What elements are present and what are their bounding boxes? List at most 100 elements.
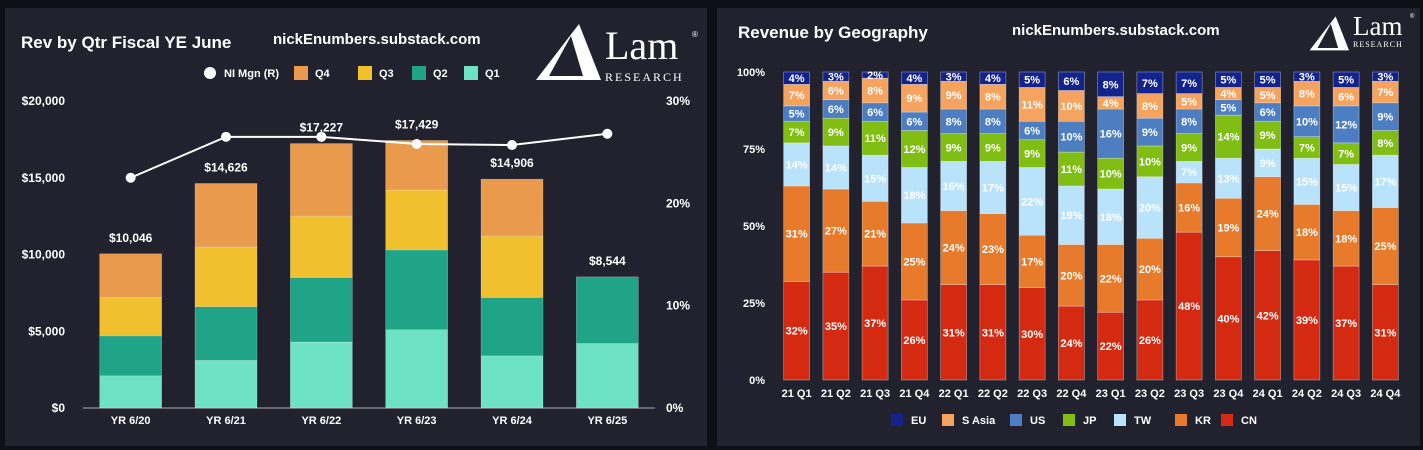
revenue-geography-chart: 0% 25% 50% 75% 100% 32% 31% 14% 7% 5% 7% 4% 21 Q1 35%…: [737, 67, 1401, 427]
data-label: 9%: [828, 127, 844, 139]
site-url-right: nickEnumbers.substack.com: [1012, 22, 1220, 39]
data-label: 5%: [1024, 75, 1040, 87]
x-tick-label: 22 Q1: [939, 388, 969, 400]
bar-segment-cn: [1136, 299, 1164, 381]
y-tick-label: $10,000: [22, 248, 66, 262]
legend-swatch-tw: [1114, 414, 1126, 426]
data-label: 26%: [1139, 335, 1161, 347]
bar-segment-eu: [901, 71, 928, 85]
legend-label: Q3: [379, 68, 394, 80]
legend-label: JP: [1083, 415, 1096, 427]
bar-segment-us: [1058, 120, 1085, 153]
bar-segment-q2: [576, 276, 639, 344]
data-label: 9%: [1260, 158, 1276, 170]
lam-logo-mark-icon: [1309, 16, 1349, 51]
data-label: 14%: [1217, 132, 1239, 144]
data-label: 48%: [1178, 301, 1200, 313]
bar-segment-tw: [1372, 154, 1399, 208]
bar-segment-kr: [822, 188, 850, 273]
data-label: 8%: [1377, 138, 1393, 150]
x-tick-label: 22 Q2: [978, 388, 1008, 400]
data-label: 6%: [828, 85, 844, 97]
data-label: 5%: [789, 109, 805, 121]
chart-title: Rev by Qtr Fiscal YE June: [21, 33, 232, 52]
data-label: 7%: [1181, 167, 1197, 179]
x-tick-label: 22 Q4: [1056, 388, 1087, 400]
data-label: 7%: [1299, 142, 1315, 154]
bar-segment-cn: [822, 271, 850, 381]
revenue-geography-panel: Revenue by Geography nickEnumbers.substa…: [717, 8, 1420, 446]
data-label: 25%: [1374, 241, 1396, 253]
x-tick-label: 22 Q3: [1017, 388, 1047, 400]
bar-segment-tw: [1332, 164, 1360, 211]
data-label: 22%: [1100, 273, 1122, 285]
data-label: 6%: [1260, 107, 1276, 119]
bar-segment-jp: [1136, 145, 1164, 178]
legend-swatch-q1: [464, 66, 478, 80]
bar-segment-cn: [1215, 256, 1242, 381]
data-label: 6%: [1024, 126, 1040, 138]
data-label: 25%: [903, 256, 925, 268]
bar-segment-s-asia: [940, 80, 967, 110]
bar-segment-kr: [1058, 244, 1085, 307]
legend-label: Q1: [485, 68, 500, 80]
ni-margin-point: [316, 131, 327, 142]
bar-segment-jp: [1018, 139, 1046, 168]
data-label: 16%: [1178, 203, 1200, 215]
bar-segment-s-asia: [1058, 90, 1085, 122]
bar-segment-eu: [1018, 71, 1046, 88]
bar-segment-q4: [194, 183, 258, 248]
data-label: 9%: [1142, 127, 1158, 139]
x-tick-label: YR 6/20: [111, 415, 151, 427]
bar-total-label: $17,429: [395, 117, 439, 131]
y-tick-label: $20,000: [22, 94, 66, 108]
bar-segment-us: [1097, 108, 1124, 159]
bar-segment-eu: [1136, 71, 1164, 94]
logo-wordmark: Lam: [1353, 11, 1403, 41]
x-tick-label: 21 Q2: [821, 388, 851, 400]
data-label: 8%: [1181, 116, 1197, 128]
data-label: 9%: [1377, 112, 1393, 124]
data-label: 9%: [906, 93, 922, 105]
bar-segment-cn: [940, 284, 967, 381]
x-tick-label: 23 Q1: [1096, 388, 1126, 400]
bar-segment-q2: [480, 297, 544, 357]
bar-segment-eu: [861, 71, 889, 79]
bar-segment-jp: [1175, 133, 1203, 162]
y2-tick-label: 10%: [666, 299, 690, 313]
data-label: 24%: [1060, 338, 1082, 350]
data-label: 18%: [1100, 212, 1122, 224]
legend-swatch-q2: [412, 66, 426, 80]
bar-segment-q1: [99, 375, 162, 409]
data-label: 16%: [1100, 129, 1122, 141]
data-label: 8%: [985, 92, 1001, 104]
x-tick-label: YR 6/24: [492, 415, 533, 427]
data-label: 8%: [1142, 101, 1158, 113]
bar-segment-eu: [1293, 71, 1321, 82]
data-label: 9%: [985, 142, 1001, 154]
bar-segment-q1: [576, 343, 639, 409]
y-tick-label: 50%: [743, 221, 765, 233]
data-label: 7%: [1377, 87, 1393, 99]
y-tick-label: $0: [52, 401, 66, 415]
bar-segment-kr: [861, 201, 889, 267]
bar-segment-cn: [1372, 284, 1399, 381]
bar-segment-q1: [480, 355, 544, 409]
bar-segment-jp: [1058, 151, 1085, 187]
bar-segment-cn: [901, 299, 928, 381]
legend-label: Q4: [315, 68, 331, 80]
x-tick-label: YR 6/21: [206, 415, 246, 427]
bar-segment-kr: [1372, 207, 1399, 285]
bar-segment-q3: [194, 246, 258, 307]
bar-segment-kr: [1293, 204, 1321, 261]
bar-segment-cn: [861, 265, 889, 381]
data-label: 17%: [1374, 176, 1396, 188]
bar-total-label: $8,544: [589, 254, 626, 268]
x-tick-label: 23 Q2: [1135, 388, 1165, 400]
data-label: 31%: [1374, 327, 1396, 339]
bar-segment-us: [979, 108, 1007, 134]
legend-swatch-kr: [1175, 414, 1187, 426]
bar-segment-cn: [1097, 311, 1124, 381]
x-tick-label: 21 Q1: [782, 388, 812, 400]
bar-segment-eu: [1175, 71, 1203, 94]
